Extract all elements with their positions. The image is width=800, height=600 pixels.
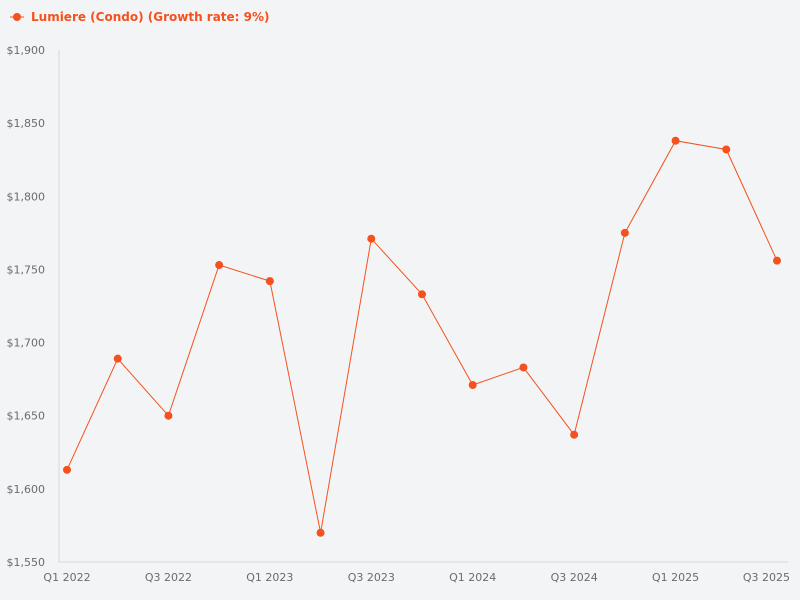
- legend-marker-icon: [13, 13, 21, 21]
- data-point[interactable]: [722, 145, 731, 154]
- data-point[interactable]: [570, 430, 579, 439]
- data-point[interactable]: [316, 528, 325, 537]
- x-tick-label: Q1 2022: [43, 571, 90, 584]
- data-point[interactable]: [113, 354, 122, 363]
- x-tick-label: Q1 2025: [652, 571, 699, 584]
- y-tick-label: $1,700: [7, 337, 46, 350]
- data-point[interactable]: [265, 277, 274, 286]
- data-point[interactable]: [620, 228, 629, 237]
- y-tick-label: $1,800: [7, 190, 46, 203]
- data-point[interactable]: [418, 290, 426, 299]
- y-tick-label: $1,750: [7, 263, 46, 276]
- x-tick-label: Q3 2025: [743, 571, 790, 584]
- x-tick-label: Q3 2022: [145, 571, 192, 584]
- legend[interactable]: Lumiere (Condo) (Growth rate: 9%): [10, 10, 270, 24]
- data-point[interactable]: [671, 136, 680, 145]
- legend-label: Lumiere (Condo) (Growth rate: 9%): [31, 10, 270, 24]
- x-tick-label: Q3 2023: [348, 571, 395, 584]
- data-point[interactable]: [773, 256, 781, 265]
- data-point[interactable]: [63, 465, 71, 474]
- data-point[interactable]: [367, 234, 376, 243]
- data-point[interactable]: [215, 261, 224, 270]
- x-tick-label: Q3 2024: [551, 571, 598, 584]
- x-tick-labels: Q1 2022 Q3 2022 Q1 2023 Q3 2023 Q1 2024 Q3 20…: [43, 571, 790, 584]
- series-line: [66, 140, 778, 533]
- x-tick-label: Q1 2024: [449, 571, 496, 584]
- y-tick-label: $1,650: [7, 410, 46, 423]
- x-tick-label: Q1 2023: [246, 571, 293, 584]
- y-tick-label: $1,850: [7, 117, 46, 130]
- data-point[interactable]: [519, 363, 528, 372]
- y-tick-label: $1,900: [7, 44, 46, 57]
- data-point[interactable]: [164, 411, 173, 420]
- data-point[interactable]: [468, 380, 477, 389]
- y-tick-labels: $1,550 $1,600 $1,650 $1,700 $1,750 $1,800 $1,8…: [7, 44, 46, 569]
- data-points: [63, 136, 781, 537]
- y-tick-label: $1,600: [7, 483, 46, 496]
- y-tick-label: $1,550: [7, 556, 46, 569]
